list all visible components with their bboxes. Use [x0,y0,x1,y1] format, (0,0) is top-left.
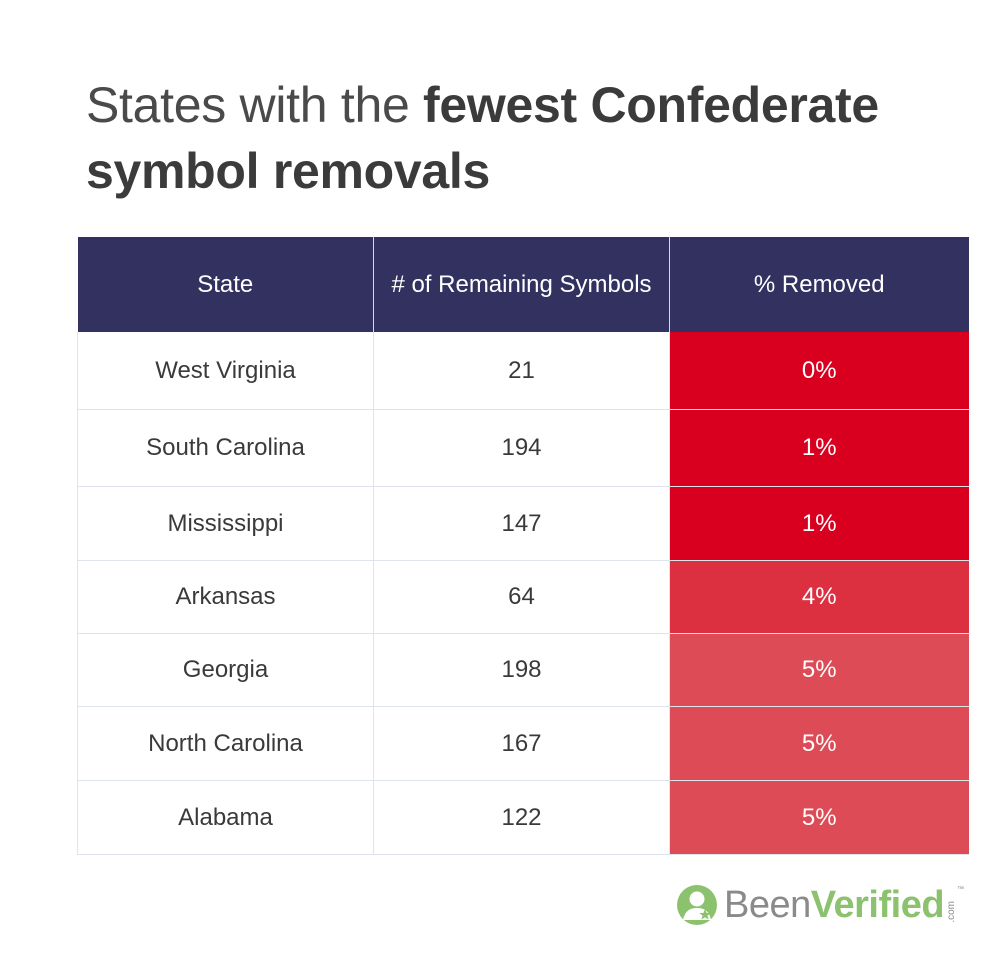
cell-removed: 5% [669,633,969,707]
table-row: South Carolina 194 1% [77,409,969,487]
beenverified-logo: BeenVerified .com ™ [676,880,966,930]
cell-removed: 1% [669,486,969,561]
logo-wordmark: BeenVerified [724,884,945,926]
cell-remaining: 194 [373,409,670,487]
cell-remaining: 167 [373,706,670,781]
table-row: Georgia 198 5% [77,633,969,707]
title-light: States with the [86,77,424,133]
table-row: North Carolina 167 5% [77,706,969,781]
header-removed: % Removed [669,237,969,332]
table-row: West Virginia 21 0% [77,332,969,410]
data-table-container: State # of Remaining Symbols % Removed W… [77,237,969,857]
cell-state: South Carolina [77,409,374,487]
header-remaining: # of Remaining Symbols [373,237,670,332]
cell-removed: 0% [669,332,969,410]
chart-title: States with the fewest Confederate symbo… [86,72,966,204]
cell-removed: 5% [669,706,969,781]
cell-state: Georgia [77,633,374,707]
cell-remaining: 21 [373,332,670,410]
cell-remaining: 64 [373,560,670,634]
logo-trademark: ™ [957,886,965,893]
table-row: Mississippi 147 1% [77,486,969,561]
logo-verified-text: Verified [810,884,945,926]
cell-state: Mississippi [77,486,374,561]
cell-remaining: 122 [373,780,670,855]
data-table: State # of Remaining Symbols % Removed W… [77,237,969,855]
cell-remaining: 147 [373,486,670,561]
person-star-icon [677,885,717,925]
table-row: Arkansas 64 4% [77,560,969,634]
cell-state: West Virginia [77,332,374,410]
cell-state: Alabama [77,780,374,855]
logo-been-text: Been [724,884,811,926]
cell-state: Arkansas [77,560,374,634]
title-bold: fewest Confederate symbol removals [86,77,879,199]
cell-state: North Carolina [77,706,374,781]
cell-removed: 5% [669,780,969,855]
table-header-row: State # of Remaining Symbols % Removed [77,237,969,332]
cell-remaining: 198 [373,633,670,707]
cell-removed: 4% [669,560,969,634]
table-row: Alabama 122 5% [77,780,969,855]
logo-com-text: .com [946,901,958,923]
cell-removed: 1% [669,409,969,487]
header-state: State [77,237,374,332]
